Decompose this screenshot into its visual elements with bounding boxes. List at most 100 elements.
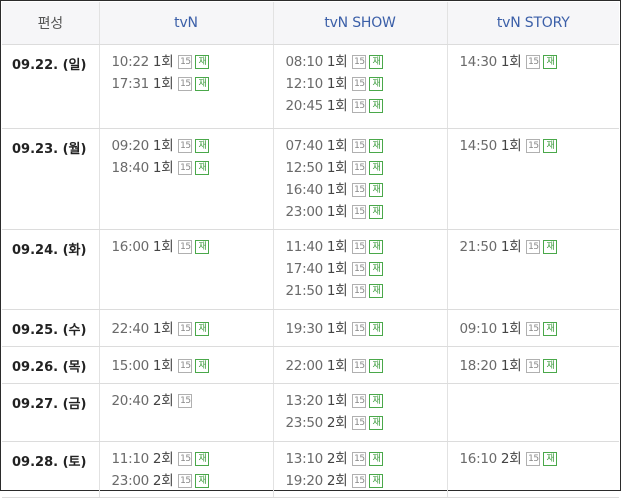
- airing-time: 11:10: [111, 450, 150, 467]
- channel-cell-show: 22:00 1회 15 재: [272, 346, 447, 384]
- airing-slot: 08:10 1회 15 재: [286, 51, 447, 73]
- airing-slot: 16:10 2회 15 재: [460, 448, 620, 470]
- schedule-row: 09.24. (화) 16:00 1회 15 재 11:40 1회 15 재 17:40 1회 15 재…: [2, 229, 620, 310]
- airing-slot: 10:22 1회 15 재: [112, 51, 273, 73]
- airing-slot: 17:40 1회 15 재: [286, 258, 447, 280]
- channel-cell-tvn: 16:00 1회 15 재: [98, 229, 273, 310]
- airing-time: 20:45: [285, 97, 324, 114]
- airing-time: 11:40: [285, 238, 324, 255]
- airing-slot: 23:00 1회 15 재: [286, 201, 447, 223]
- airing-slot: 09:20 1회 15 재: [112, 135, 273, 157]
- airing-time: 14:50: [459, 137, 498, 154]
- episode-number: 1회: [326, 97, 348, 114]
- channel-cell-tvn: 10:22 1회 15 재 17:31 1회 15 재: [98, 44, 273, 129]
- rerun-badge-icon: 재: [195, 473, 210, 488]
- rerun-badge-icon: 재: [369, 415, 384, 430]
- rerun-badge-icon: 재: [369, 182, 384, 197]
- airing-slot: 21:50 1회 15 재: [460, 236, 620, 258]
- rerun-badge-icon: 재: [369, 283, 384, 298]
- airing-time: 22:00: [285, 357, 324, 374]
- rerun-badge-icon: 재: [195, 451, 210, 466]
- channel-cell-story: 14:30 1회 15 재: [446, 44, 619, 129]
- airing-time: 21:50: [285, 282, 324, 299]
- rerun-badge-icon: 재: [543, 451, 558, 466]
- age-rating-15-icon: 15: [178, 451, 193, 466]
- channel-cell-show: 13:20 1회 15 재 23:50 2회 15 재: [272, 383, 447, 442]
- channel-cell-tvn: 11:10 2회 15 재 23:00 2회 15 재: [98, 441, 273, 498]
- date-cell: 09.24. (화): [2, 229, 99, 310]
- channel-cell-story: 14:50 1회 15 재: [446, 128, 619, 230]
- airing-slot: 16:00 1회 15 재: [112, 236, 273, 258]
- schedule-row: 09.27. (금) 20:40 2회 15 13:20 1회 15 재 23:50 2회 15 재: [2, 383, 619, 442]
- channel-cell-tvn: 15:00 1회 15 재: [98, 346, 273, 384]
- airing-slot: 15:00 1회 15 재: [112, 355, 273, 377]
- episode-number: 1회: [152, 137, 174, 154]
- age-rating-15-icon: 15: [526, 138, 541, 153]
- episode-number: 1회: [500, 320, 522, 337]
- episode-number: 1회: [326, 282, 348, 299]
- episode-number: 1회: [500, 238, 522, 255]
- episode-number: 2회: [152, 392, 174, 409]
- date-cell: 09.25. (수): [2, 309, 99, 347]
- airing-time: 07:40: [285, 137, 324, 154]
- rerun-badge-icon: 재: [369, 451, 384, 466]
- airing-time: 22:40: [111, 320, 150, 337]
- date-cell: 09.28. (토): [2, 441, 99, 498]
- date-cell: 09.22. (일): [2, 44, 99, 129]
- airing-time: 10:22: [111, 53, 150, 70]
- rerun-badge-icon: 재: [543, 321, 558, 336]
- age-rating-15-icon: 15: [352, 138, 367, 153]
- airing-slot: 23:00 2회 15 재: [112, 470, 273, 492]
- rerun-badge-icon: 재: [369, 393, 384, 408]
- episode-number: 1회: [326, 238, 348, 255]
- episode-number: 1회: [326, 203, 348, 220]
- airing-slot: 17:31 1회 15 재: [112, 73, 273, 95]
- episode-number: 1회: [152, 357, 174, 374]
- episode-number: 1회: [326, 392, 348, 409]
- airing-slot: 13:20 1회 15 재: [286, 390, 447, 412]
- airing-time: 17:31: [111, 75, 150, 92]
- airing-time: 23:50: [285, 414, 324, 431]
- channel-cell-tvn: 09:20 1회 15 재 18:40 1회 15 재: [98, 128, 273, 230]
- airing-slot: 12:50 1회 15 재: [286, 157, 447, 179]
- channel-cell-tvn: 20:40 2회 15: [98, 383, 273, 442]
- airing-time: 16:40: [285, 181, 324, 198]
- age-rating-15-icon: 15: [352, 261, 367, 276]
- airing-time: 09:20: [111, 137, 150, 154]
- channel-cell-show: 19:30 1회 15 재: [272, 309, 447, 347]
- channel-cell-story: 09:10 1회 15 재: [446, 309, 619, 347]
- airing-slot: 11:40 1회 15 재: [286, 236, 447, 258]
- rerun-badge-icon: 재: [195, 160, 210, 175]
- episode-number: 1회: [326, 181, 348, 198]
- age-rating-15-icon: 15: [352, 54, 367, 69]
- channel-cell-show: 08:10 1회 15 재 12:10 1회 15 재 20:45 1회 15 재: [272, 44, 447, 129]
- airing-time: 15:00: [111, 357, 150, 374]
- channel-cell-show: 11:40 1회 15 재 17:40 1회 15 재 21:50 1회 15 재: [272, 229, 447, 310]
- rerun-badge-icon: 재: [369, 204, 384, 219]
- rerun-badge-icon: 재: [195, 321, 210, 336]
- episode-number: 1회: [326, 357, 348, 374]
- episode-number: 1회: [326, 137, 348, 154]
- header-tvn-show: tvN SHOW: [272, 2, 447, 45]
- age-rating-15-icon: 15: [352, 76, 367, 91]
- rerun-badge-icon: 재: [195, 76, 210, 91]
- episode-number: 1회: [326, 320, 348, 337]
- age-rating-15-icon: 15: [352, 283, 367, 298]
- airing-slot: 18:20 1회 15 재: [460, 355, 620, 377]
- episode-number: 1회: [152, 238, 174, 255]
- airing-time: 17:40: [285, 260, 324, 277]
- airing-time: 18:40: [111, 159, 150, 176]
- age-rating-15-icon: 15: [178, 393, 193, 408]
- rerun-badge-icon: 재: [195, 138, 210, 153]
- header-tvn-story: tvN STORY: [446, 2, 619, 45]
- channel-cell-tvn: 22:40 1회 15 재: [98, 309, 273, 347]
- airing-slot: 22:40 1회 15 재: [112, 318, 273, 340]
- rerun-badge-icon: 재: [369, 358, 384, 373]
- date-cell: 09.27. (금): [2, 383, 99, 442]
- age-rating-15-icon: 15: [352, 393, 367, 408]
- age-rating-15-icon: 15: [352, 321, 367, 336]
- age-rating-15-icon: 15: [178, 54, 193, 69]
- episode-number: 1회: [500, 137, 522, 154]
- age-rating-15-icon: 15: [352, 160, 367, 175]
